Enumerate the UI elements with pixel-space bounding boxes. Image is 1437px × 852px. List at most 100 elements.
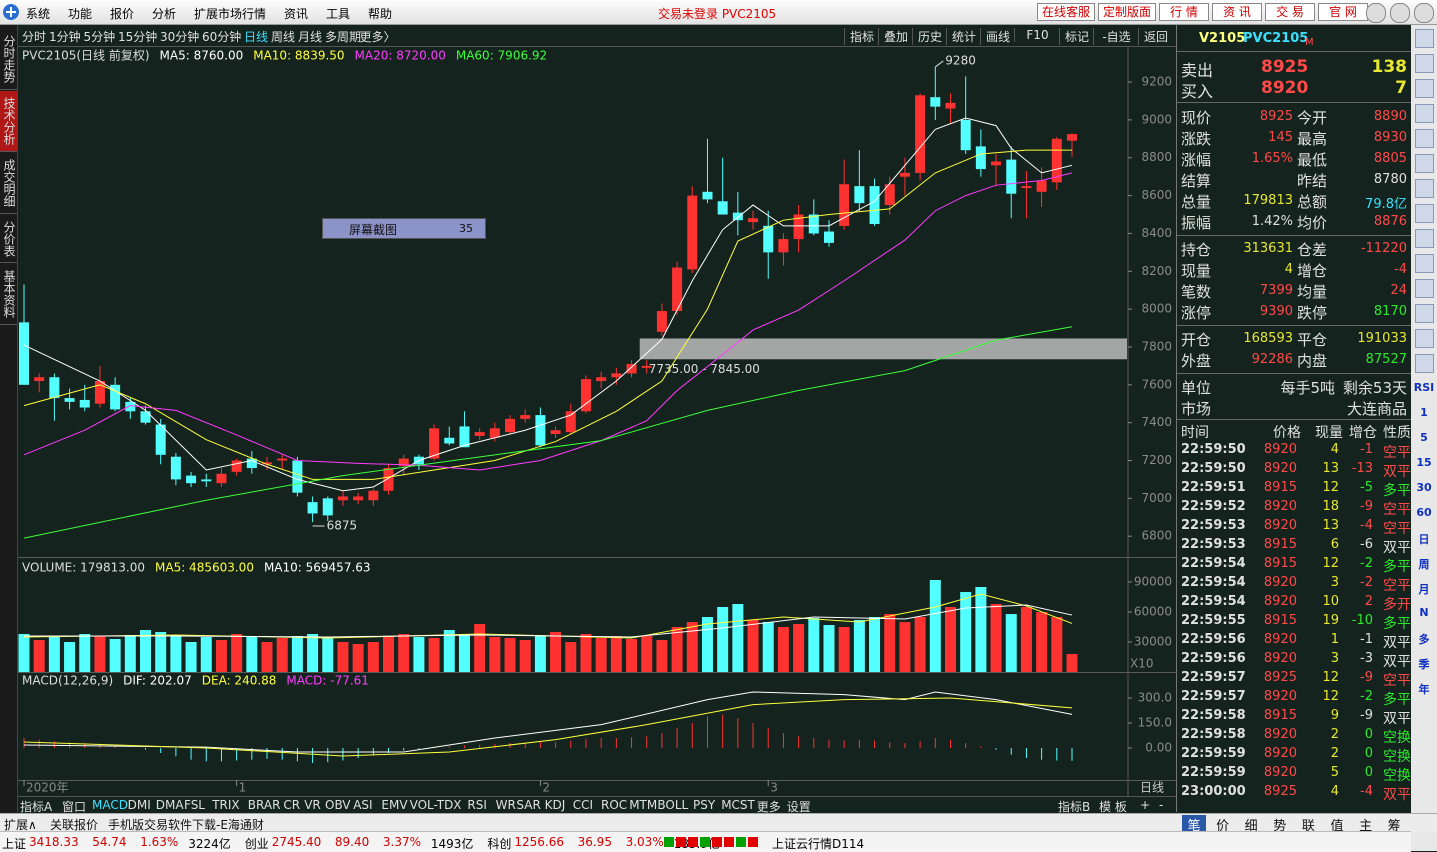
period-tab[interactable]: 15分钟 <box>118 30 158 44</box>
tool-icon[interactable] <box>1415 104 1434 123</box>
tool-icon-label[interactable]: 15 <box>1416 456 1432 469</box>
indicator-tab[interactable]: SAR <box>516 798 541 812</box>
window-control[interactable] <box>1366 3 1386 23</box>
side-tab[interactable]: 基本资料 <box>0 264 17 325</box>
panel-tab[interactable]: 笔 <box>1182 815 1206 834</box>
tool-tab[interactable]: 历史 <box>912 28 947 45</box>
period-tab[interactable]: 多周期 <box>325 30 362 44</box>
indicator-tab[interactable]: BRAR <box>247 798 281 812</box>
indicator-tab[interactable]: BOLL <box>657 798 689 812</box>
panel-tab[interactable]: 联 <box>1301 819 1315 834</box>
tool-icon[interactable] <box>1415 129 1434 148</box>
tool-icon[interactable] <box>1415 304 1434 323</box>
tool-icon[interactable] <box>1415 254 1434 273</box>
menu-item[interactable]: 资讯 <box>284 7 309 21</box>
indicator-tab[interactable]: DMA <box>155 798 184 812</box>
tool-icon[interactable] <box>1415 154 1434 173</box>
indicator-tab[interactable]: 设置 <box>786 800 811 814</box>
indicator-tab[interactable]: MCST <box>721 798 755 812</box>
tool-icon[interactable] <box>1415 329 1434 348</box>
panel-tab[interactable]: 细 <box>1244 819 1258 834</box>
header-button[interactable]: 定制版面 <box>1098 3 1156 21</box>
indicator-tab[interactable]: 窗口 <box>62 800 87 814</box>
panel-tab[interactable]: 筹 <box>1387 819 1401 834</box>
period-tab[interactable]: 1分钟 <box>49 30 81 44</box>
indicator-tab[interactable]: TRIX <box>212 798 240 812</box>
window-control[interactable] <box>1414 3 1434 23</box>
panel-tab[interactable]: 值 <box>1330 819 1344 834</box>
indicator-tab[interactable]: 模 板 <box>1099 800 1127 814</box>
status-item[interactable]: 扩展∧ <box>4 818 37 832</box>
indicator-tab[interactable]: - <box>1159 798 1164 812</box>
indicator-tab[interactable]: MTM <box>629 798 658 812</box>
menu-item[interactable]: 扩展市场行情 <box>194 7 267 21</box>
menu-item[interactable]: 报价 <box>110 7 135 21</box>
tool-icon-label[interactable]: 5 <box>1420 431 1428 444</box>
menu-item[interactable]: 工具 <box>326 7 351 21</box>
indicator-tab[interactable]: EMV <box>381 798 408 812</box>
side-tab[interactable]: 分时走势 <box>0 29 17 90</box>
tool-icon[interactable] <box>1415 204 1434 223</box>
side-tab[interactable]: 分价表 <box>0 215 17 263</box>
tool-icon-label[interactable]: 30 <box>1416 481 1432 494</box>
indicator-tab[interactable]: DMI <box>127 798 151 812</box>
tool-tab[interactable]: 指标 <box>844 28 879 45</box>
indicator-tab[interactable]: KDJ <box>544 798 566 812</box>
tool-tab[interactable]: F10 <box>1014 28 1060 42</box>
side-tab[interactable]: 成交明细 <box>0 153 17 214</box>
tool-icon-label[interactable]: 年 <box>1418 683 1430 696</box>
tool-tab[interactable]: 标记 <box>1059 28 1094 45</box>
indicator-tab[interactable]: ROC <box>601 798 628 812</box>
indicator-tab[interactable]: 更多 <box>756 800 781 814</box>
indicator-tab[interactable]: FSL <box>184 798 205 812</box>
tool-tab[interactable]: -自选 <box>1093 28 1139 45</box>
tool-icon-label[interactable]: N <box>1419 606 1429 619</box>
tool-icon[interactable] <box>1415 229 1434 248</box>
indicator-tab[interactable]: + <box>1140 798 1151 812</box>
menu-item[interactable]: 帮助 <box>368 7 393 21</box>
tool-icon-label[interactable]: RSI <box>1413 381 1435 394</box>
menu-item[interactable]: 分析 <box>152 7 177 21</box>
indicator-tab[interactable]: ASI <box>353 798 373 812</box>
period-tab[interactable]: 5分钟 <box>83 30 116 44</box>
menu-item[interactable]: 功能 <box>68 7 93 21</box>
indicator-tab[interactable]: CR <box>283 798 301 812</box>
menu-item[interactable]: 系统 <box>26 7 51 21</box>
header-button[interactable]: 在线客服 <box>1037 3 1095 21</box>
status-item[interactable]: 关联报价 <box>50 818 99 832</box>
tool-icon[interactable] <box>1415 354 1434 373</box>
side-tab[interactable]: 技术分析 <box>0 91 17 152</box>
indicator-tab[interactable]: OBV <box>325 798 351 812</box>
tool-icon[interactable] <box>1415 54 1434 73</box>
tool-icon-label[interactable]: 季 <box>1418 658 1430 671</box>
period-tab[interactable]: 60分钟 <box>202 30 242 44</box>
indicator-tab[interactable]: VOL-TDX <box>409 798 462 812</box>
header-button[interactable]: 资 讯 <box>1212 3 1262 21</box>
status-item[interactable]: 手机版交易软件下载-E海通财 <box>108 818 264 832</box>
tool-icon-label[interactable]: 日 <box>1418 533 1430 546</box>
tool-icon-label[interactable]: 1 <box>1420 406 1428 419</box>
indicator-tab[interactable]: MACD <box>92 798 128 812</box>
tool-icon[interactable] <box>1415 79 1434 98</box>
period-tab[interactable]: 周线 <box>271 30 296 44</box>
header-button[interactable]: 交 易 <box>1265 3 1315 21</box>
window-control[interactable] <box>1390 3 1410 23</box>
tool-icon-label[interactable]: 60 <box>1416 506 1432 519</box>
header-button[interactable]: 行 情 <box>1159 3 1209 21</box>
tool-tab[interactable]: 统计 <box>946 28 981 45</box>
indicator-tab[interactable]: VR <box>304 798 321 812</box>
period-tab[interactable]: 日线 <box>244 30 269 44</box>
indicator-tab[interactable]: CCI <box>572 798 594 812</box>
tool-tab[interactable]: 画线 <box>980 28 1015 45</box>
tool-icon[interactable] <box>1415 179 1434 198</box>
period-tab[interactable]: 分时 <box>22 30 47 44</box>
tool-icon-label[interactable]: 月 <box>1418 583 1430 596</box>
tool-icon-label[interactable]: 周 <box>1418 558 1430 571</box>
panel-tab[interactable]: 势 <box>1273 819 1287 834</box>
indicator-tab[interactable]: WR <box>495 798 516 812</box>
tool-icon-label[interactable]: 多 <box>1418 633 1430 646</box>
indicator-tab[interactable]: 指标B <box>1058 800 1091 814</box>
panel-tab[interactable]: 主 <box>1359 819 1373 834</box>
tool-tab[interactable]: 返回 <box>1138 28 1173 45</box>
period-tab[interactable]: 月线 <box>298 30 323 44</box>
